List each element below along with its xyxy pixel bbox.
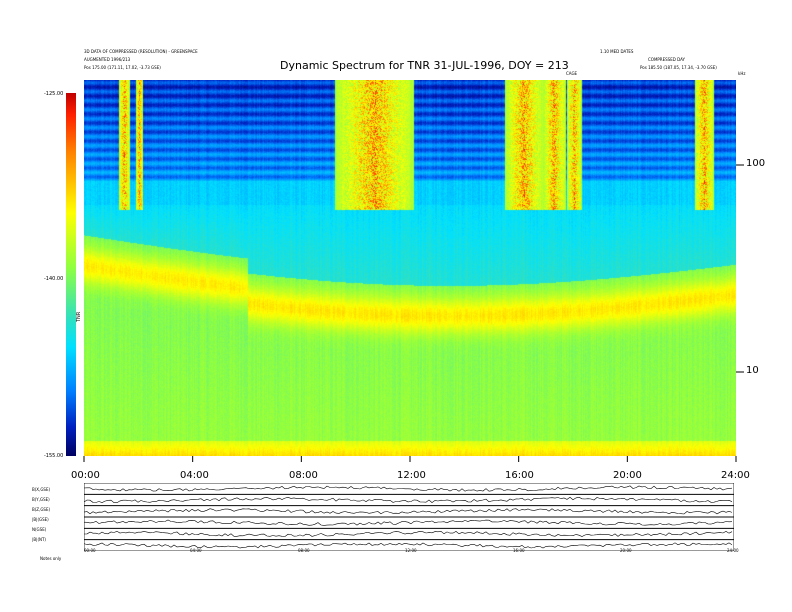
x-tick-label: 04:00 — [180, 470, 209, 481]
header-right-line-2: COMPRESSED DAY — [648, 57, 685, 62]
panel-label: B(Y,GSE) — [32, 497, 50, 502]
parameter-trace — [84, 508, 733, 515]
panel-x-tick-label: 16:00 — [513, 548, 525, 553]
panel-label: B(Z,GSE) — [32, 507, 51, 512]
colorbar-tick-label: -155.00 — [44, 453, 64, 459]
marker-label: CAGE — [566, 71, 578, 76]
panel-label: B(X,GSE) — [32, 487, 51, 492]
parameter-trace — [84, 542, 733, 549]
parameter-panel-frame — [84, 539, 734, 551]
panel-x-tick-label: 20:00 — [620, 548, 632, 553]
colorbar — [66, 93, 76, 456]
panel-x-tick-label: 00:00 — [84, 548, 96, 553]
y-tick-label: 10 — [746, 365, 759, 376]
parameter-panels — [84, 483, 734, 551]
colorbar-tick-label: -125.00 — [44, 91, 64, 97]
parameter-trace — [84, 530, 733, 537]
panel-x-tick-label: 04:00 — [190, 548, 202, 553]
parameter-trace — [84, 496, 733, 504]
y-tick-label: 100 — [746, 158, 766, 169]
panel-x-tick-label: 08:00 — [298, 548, 310, 553]
parameter-trace — [84, 485, 733, 492]
header-right-line-3: Pos 185.50 (187.05, 17.34, -3.70 GSE) — [640, 65, 717, 70]
x-tick-label: 00:00 — [71, 470, 100, 481]
x-tick-label: 20:00 — [613, 470, 642, 481]
header-left-line-2: AUGMENTED 1996/213 — [84, 57, 131, 62]
panel-label: |B|(GSE) — [32, 517, 49, 522]
header-left-line-3: Pos 175.00 (171.11, 17.02, -3.73 GSE) — [84, 65, 161, 70]
colorbar-tick-label: -140.00 — [44, 276, 64, 282]
parameter-trace — [84, 519, 733, 526]
spectrogram-heatmap — [84, 80, 736, 456]
x-tick-label: 12:00 — [397, 470, 426, 481]
header-left-line-1: 3D DATA OF COMPRESSED (RESOLUTION) - GRE… — [84, 49, 198, 54]
panel-footer-label: Notes only — [40, 556, 62, 561]
parameter-panel-frame — [84, 493, 734, 507]
panel-x-tick-label: 12:00 — [405, 548, 417, 553]
x-tick-label: 24:00 — [721, 470, 750, 481]
x-tick-label: 08:00 — [289, 470, 318, 481]
panel-label: N(GSE) — [32, 527, 47, 532]
y-unit-label: kHz — [738, 71, 746, 76]
parameter-panel-frame — [84, 527, 734, 541]
panel-label: |B|(NT) — [32, 537, 46, 542]
panel-x-tick-label: 24:00 — [727, 548, 739, 553]
chart-title: Dynamic Spectrum for TNR 31-JUL-1996, DO… — [280, 59, 569, 72]
x-tick-label: 16:00 — [505, 470, 534, 481]
header-right-line-1: 1.10 MED DATES — [600, 49, 634, 54]
